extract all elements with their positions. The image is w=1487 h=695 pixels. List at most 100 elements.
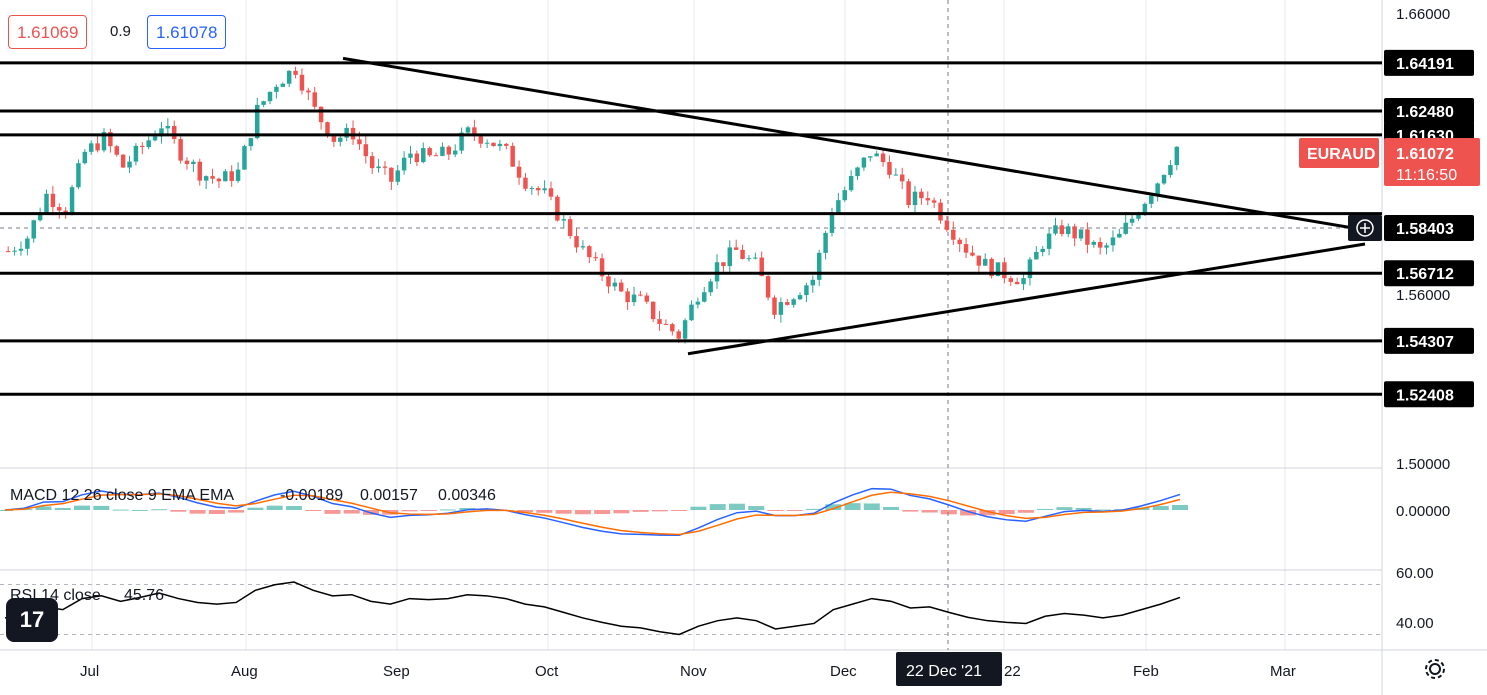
macd-legend-title: MACD 12 26 close 9 EMA EMA bbox=[10, 487, 234, 504]
candle bbox=[1021, 272, 1026, 291]
candle bbox=[976, 255, 982, 272]
candle bbox=[861, 157, 867, 171]
candle bbox=[25, 236, 30, 256]
macd-tick-zero: 0.00000 bbox=[1396, 503, 1450, 520]
macd-histogram-bar bbox=[940, 510, 957, 515]
candle bbox=[427, 146, 432, 157]
candle bbox=[1161, 174, 1167, 185]
candle bbox=[178, 136, 183, 164]
macd-histogram-bar bbox=[709, 504, 726, 510]
price-tick-1-56: 1.56000 bbox=[1396, 287, 1450, 304]
macd-histogram-bar bbox=[189, 510, 206, 514]
candle bbox=[197, 158, 203, 186]
candle bbox=[50, 185, 56, 216]
candle bbox=[523, 173, 528, 192]
bid-price-button[interactable]: 1.61069 bbox=[8, 15, 88, 49]
candle bbox=[203, 175, 209, 189]
macd-histogram-bar bbox=[979, 510, 996, 516]
candle bbox=[216, 177, 222, 188]
macd-histogram-bar bbox=[54, 507, 71, 510]
macd-histogram-bar bbox=[1056, 507, 1073, 510]
candle bbox=[382, 161, 388, 175]
candle bbox=[855, 166, 860, 180]
candle bbox=[344, 123, 349, 142]
candle bbox=[816, 249, 822, 287]
candle bbox=[1072, 223, 1077, 247]
price-tick-1-66: 1.66000 bbox=[1396, 6, 1450, 23]
rsi-tick-40: 40.00 bbox=[1396, 615, 1434, 632]
candle bbox=[874, 150, 879, 157]
tradingview-logo-icon: 17 bbox=[6, 598, 58, 642]
candle bbox=[925, 191, 930, 206]
candle bbox=[459, 127, 464, 154]
time-tick-sep: Sep bbox=[383, 663, 410, 680]
candle bbox=[1104, 242, 1109, 255]
candle bbox=[1027, 256, 1033, 286]
candle bbox=[95, 135, 100, 153]
macd-histogram-bar bbox=[112, 509, 129, 511]
macd-pane bbox=[0, 487, 1188, 537]
macd-histogram-bar bbox=[863, 503, 880, 510]
trendlines[interactable] bbox=[342, 56, 1366, 356]
plus-circle-icon[interactable] bbox=[1356, 219, 1374, 237]
time-tick-mar: Mar bbox=[1270, 663, 1296, 680]
trendline-upper[interactable] bbox=[342, 56, 1366, 232]
macd-histogram-bar bbox=[343, 510, 360, 514]
macd-histogram-bar bbox=[748, 506, 765, 510]
horizontal-levels[interactable] bbox=[0, 61, 1382, 396]
macd-histogram-bar bbox=[574, 510, 591, 515]
candle bbox=[369, 151, 375, 175]
crosshair-time-bg bbox=[896, 652, 1002, 686]
candle bbox=[255, 97, 260, 140]
candle bbox=[650, 301, 656, 323]
macd-histogram-bar bbox=[844, 503, 861, 510]
candle bbox=[670, 322, 675, 336]
rsi-pane bbox=[0, 581, 1382, 636]
level-label: 1.64191 bbox=[1396, 56, 1454, 73]
candle bbox=[612, 278, 618, 291]
candle bbox=[286, 70, 292, 88]
candle bbox=[970, 245, 975, 257]
gear-icon[interactable] bbox=[1422, 656, 1448, 682]
candle bbox=[638, 290, 643, 297]
candle bbox=[267, 91, 273, 105]
macd-histogram-bar bbox=[594, 510, 611, 515]
candle bbox=[401, 151, 407, 175]
candle bbox=[120, 153, 126, 168]
macd-histogram-bar bbox=[960, 510, 977, 516]
macd-histogram-bar bbox=[555, 510, 572, 514]
macd-histogram-bar bbox=[35, 506, 52, 510]
grid bbox=[91, 0, 1286, 650]
candle bbox=[599, 253, 605, 282]
rsi-line bbox=[4, 581, 1181, 636]
rsi-value: 45.76 bbox=[124, 587, 164, 604]
candle bbox=[165, 118, 171, 136]
candle bbox=[440, 142, 445, 157]
candle bbox=[765, 275, 771, 301]
candle bbox=[1129, 215, 1135, 226]
candle bbox=[957, 237, 962, 253]
macd-histogram-bar bbox=[651, 510, 668, 512]
candle bbox=[593, 251, 598, 262]
candle bbox=[248, 137, 254, 151]
candle bbox=[184, 157, 190, 170]
level-label-bg bbox=[1384, 260, 1474, 287]
macd-histogram-bar bbox=[93, 505, 110, 510]
candle bbox=[5, 246, 11, 253]
candle bbox=[727, 240, 733, 273]
candle bbox=[312, 86, 317, 110]
trendline-lower[interactable] bbox=[687, 242, 1366, 356]
ask-price-button[interactable]: 1.61078 bbox=[147, 15, 227, 49]
candle bbox=[580, 240, 586, 250]
macd-histogram-bar bbox=[786, 510, 803, 511]
level-label: 1.56712 bbox=[1396, 266, 1454, 283]
current-price: 1.61072 bbox=[1396, 146, 1454, 163]
candle bbox=[504, 142, 509, 150]
macd-histogram-bar bbox=[536, 510, 553, 513]
macd-histogram-bar bbox=[420, 510, 437, 511]
candle bbox=[842, 186, 847, 203]
candle bbox=[1155, 182, 1160, 202]
candle bbox=[721, 262, 726, 274]
macd-histogram-bar bbox=[806, 508, 823, 510]
